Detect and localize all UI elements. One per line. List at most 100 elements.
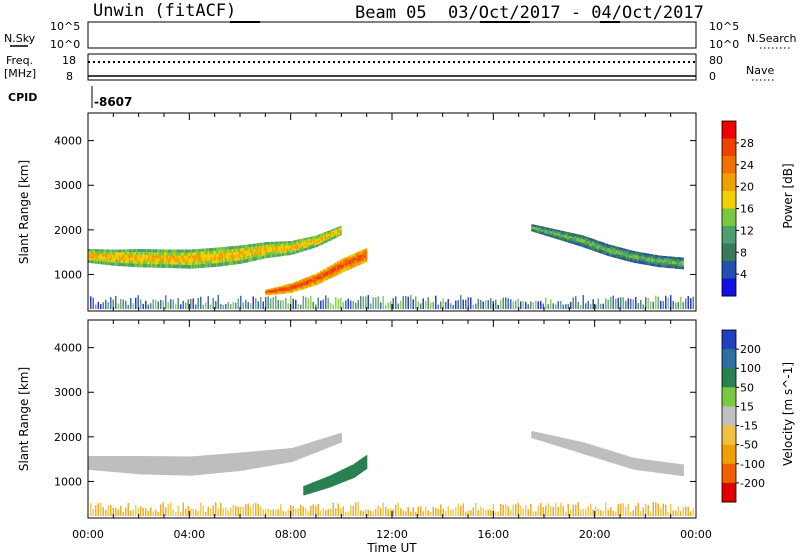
backscatter-cell [349,465,352,469]
backscatter-cell [614,251,617,255]
backscatter-cell [335,440,340,443]
backscatter-cell [363,457,365,460]
backscatter-cell [531,224,534,226]
backscatter-cell [252,243,255,248]
backscatter-cell [576,450,580,453]
backscatter-cell [296,282,299,285]
near-range-scatter [637,503,639,516]
backscatter-cell [594,241,597,245]
backscatter-cell [643,254,646,258]
backscatter-cell [306,490,309,493]
backscatter-cell [304,277,307,280]
backscatter-cell [282,246,285,249]
backscatter-cell [306,284,309,287]
backscatter-cell [206,467,210,471]
backscatter-cell [553,230,556,233]
near-range-scatter [560,502,562,516]
near-range-scatter [482,508,484,516]
backscatter-cell [582,442,586,445]
backscatter-cell [225,262,228,266]
backscatter-cell [618,455,622,458]
backscatter-cell [223,453,227,458]
backscatter-cell [331,266,334,270]
backscatter-cell [629,254,632,257]
backscatter-cell [558,233,561,236]
backscatter-cell [283,286,286,289]
backscatter-cell [349,266,352,269]
colorbar-swatch [722,482,736,503]
backscatter-cell [620,251,622,254]
backscatter-cell [154,264,157,268]
backscatter-cell [96,467,100,471]
backscatter-cell [175,456,179,460]
backscatter-cell [247,253,249,257]
backscatter-cell [273,449,278,453]
backscatter-cell [252,254,255,259]
backscatter-cell [617,246,620,250]
backscatter-cell [344,478,347,482]
near-range-scatter [582,508,584,516]
near-range-scatter [145,300,147,309]
backscatter-cell [107,262,110,266]
backscatter-cell [183,249,186,254]
backscatter-cell [316,482,318,485]
backscatter-cell [126,263,128,267]
backscatter-cell [334,273,337,277]
backscatter-cell [95,253,97,257]
backscatter-cell [555,229,558,232]
backscatter-cell [297,243,300,247]
backscatter-cell [237,467,241,472]
backscatter-cell [231,465,235,469]
backscatter-cell [652,468,656,471]
backscatter-cell [676,260,679,264]
backscatter-cell [625,251,628,254]
backscatter-cell [292,242,295,246]
backscatter-cell [324,274,327,277]
backscatter-cell [361,250,363,253]
backscatter-cell [134,260,137,265]
backscatter-cell [562,234,565,237]
backscatter-cell [584,242,587,245]
backscatter-cell [189,265,192,269]
backscatter-cell [314,279,317,282]
backscatter-cell [325,486,328,489]
backscatter-cell [133,461,137,466]
backscatter-cell [266,292,269,295]
backscatter-cell [558,231,561,234]
backscatter-cell [314,237,317,240]
backscatter-cell [328,477,331,481]
near-range-scatter [462,503,464,516]
near-range-scatter [207,506,209,516]
backscatter-cell [306,285,309,288]
backscatter-cell [649,469,653,472]
backscatter-cell [182,264,185,269]
backscatter-cell [259,248,262,252]
backscatter-cell [596,452,600,455]
backscatter-cell [638,253,641,257]
near-range-scatter [550,299,552,309]
backscatter-cell [324,441,328,444]
backscatter-cell [133,470,137,474]
backscatter-cell [330,229,333,232]
backscatter-cell [263,250,266,254]
backscatter-cell [662,257,665,261]
backscatter-cell [265,247,268,251]
backscatter-cell [218,253,221,258]
backscatter-cell [615,458,620,461]
backscatter-cell [175,255,178,259]
backscatter-cell [303,490,306,493]
near-range-scatter [680,511,682,516]
near-range-scatter [390,508,392,516]
backscatter-cell [656,258,659,262]
near-range-scatter [477,298,479,309]
backscatter-cell [268,460,272,464]
backscatter-cell [621,248,624,251]
backscatter-cell [632,256,635,259]
backscatter-cell [171,249,173,253]
near-range-scatter [140,299,142,309]
backscatter-cell [358,260,361,263]
backscatter-cell [313,239,316,243]
backscatter-cell [590,446,594,450]
backscatter-cell [544,232,546,235]
